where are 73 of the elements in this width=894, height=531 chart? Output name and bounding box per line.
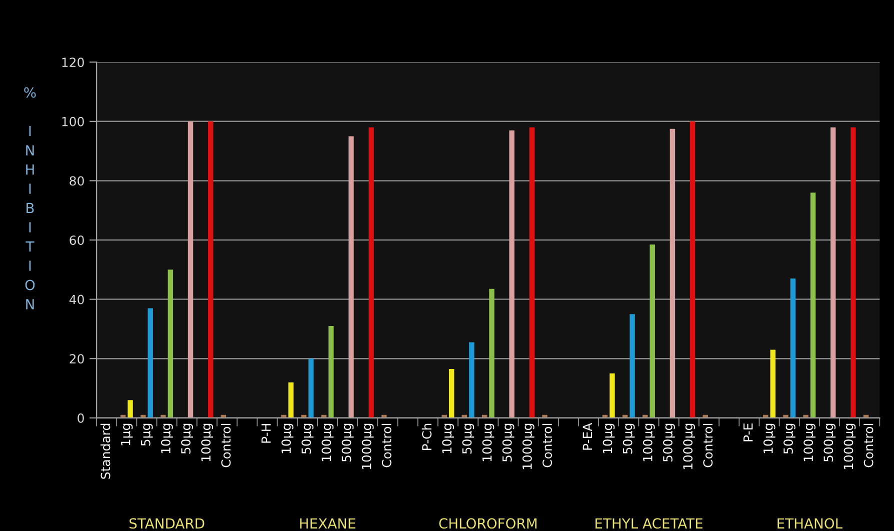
bar: [308, 358, 314, 418]
bar: [448, 368, 454, 418]
x-tick-label: P-EA: [582, 422, 592, 450]
x-tick-label: 100µg: [642, 424, 655, 462]
bar: [348, 136, 354, 418]
text: CHLOROFORM: [439, 518, 536, 529]
x-tick-label: 1000µg: [522, 424, 534, 470]
y-tick-label: 120: [62, 58, 84, 68]
x-tick-label: Control: [382, 424, 392, 468]
y-tick-label: 40: [69, 294, 84, 304]
x-tick-label: 10µg: [161, 424, 173, 454]
bar: [830, 127, 836, 418]
x-tick-label: 50µg: [462, 424, 474, 454]
bar: [328, 326, 334, 418]
x-tick-label: 50µg: [302, 424, 314, 454]
bar: [148, 308, 153, 418]
bar: [790, 278, 796, 418]
text: % INHIBITION: [24, 87, 36, 310]
x-tick-label: 10µg: [442, 424, 454, 454]
bar: [509, 130, 514, 418]
x-tick-label: 5µg: [141, 424, 153, 446]
x-tick-label: 500µg: [502, 424, 514, 462]
y-tick-label: 0: [78, 413, 84, 423]
bar: [288, 382, 294, 418]
x-tick-label: 50µg: [622, 424, 635, 454]
x-tick-label: P-E: [744, 424, 753, 442]
x-tick-label: 50µg: [181, 424, 193, 454]
text: STANDARD: [130, 518, 204, 529]
text: ETHANOL: [778, 518, 842, 529]
y-tick-label: 20: [70, 354, 84, 364]
x-tick-label: 10µg: [763, 424, 776, 454]
x-tick-label: Control: [864, 424, 874, 468]
x-tick-label: 500µg: [342, 424, 354, 462]
x-tick-label: 50µg: [784, 424, 796, 454]
x-tick-label: 100µg: [201, 424, 214, 462]
bar: [489, 288, 494, 418]
bar: [128, 400, 133, 418]
x-tick-label: 100µg: [322, 424, 334, 462]
bar: [630, 314, 635, 418]
bar: [670, 128, 676, 418]
x-tick-label: P-Ch: [422, 424, 432, 450]
x-tick-label: Control: [542, 424, 552, 468]
bar: [469, 342, 474, 418]
bar: [690, 121, 696, 418]
y-tick-label: 60: [70, 235, 84, 245]
x-tick-label: P-H: [262, 424, 271, 443]
x-tick-label: 10µg: [281, 424, 294, 454]
x-tick-label: Control: [221, 424, 231, 468]
text: HEXANE: [300, 518, 356, 528]
y-tick-label: 80: [70, 176, 84, 186]
x-tick-label: 1µg: [121, 424, 133, 446]
bar: [810, 192, 816, 418]
bar: [208, 121, 214, 418]
x-tick-label: 100µg: [804, 424, 816, 462]
bar: [168, 270, 174, 418]
x-tick-label: 500µg: [663, 424, 675, 462]
x-tick-label: 10µg: [602, 424, 615, 454]
bar: [850, 127, 856, 418]
bar: [368, 127, 374, 418]
x-tick-label: 1000µg: [844, 424, 856, 470]
x-tick-label: Standard: [100, 424, 110, 479]
bar: [770, 350, 776, 418]
x-tick-label: 500µg: [824, 424, 836, 462]
bar: [610, 373, 615, 418]
x-tick-label: Control: [702, 424, 713, 468]
y-tick-label: 100: [62, 116, 84, 126]
bar: [188, 121, 194, 418]
x-tick-label: 100µg: [482, 424, 494, 462]
x-tick-label: 1000µg: [362, 424, 374, 470]
text: ETHYL ACETATE: [596, 518, 702, 529]
bar: [650, 244, 655, 418]
bar: [529, 127, 535, 418]
x-tick-label: 1000µg: [683, 424, 695, 470]
